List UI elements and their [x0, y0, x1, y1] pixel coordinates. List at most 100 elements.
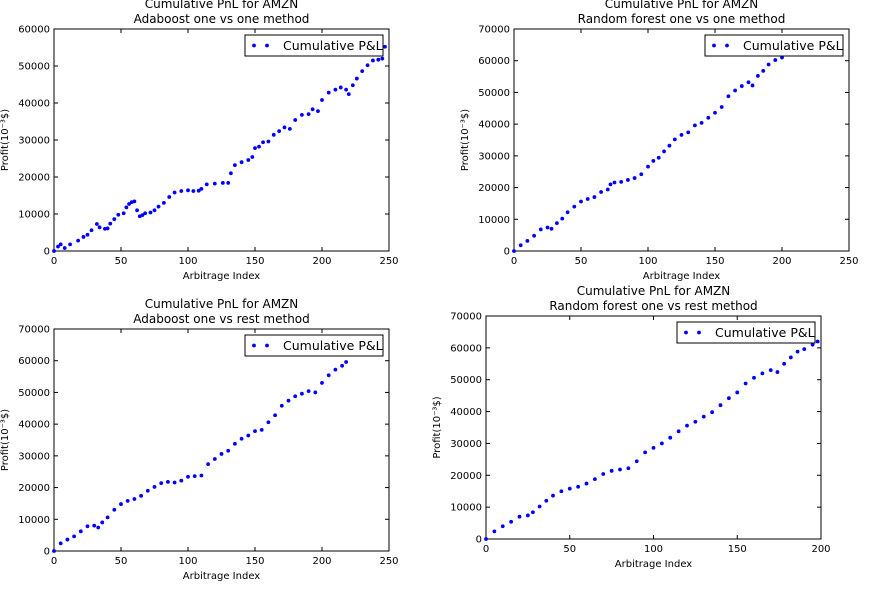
y-tick-label: 0: [476, 535, 482, 546]
chart-title: Cumulative PnL for AMZN: [145, 0, 299, 11]
data-point: [686, 130, 691, 135]
data-point: [537, 504, 542, 509]
data-point: [679, 133, 684, 137]
data-point: [286, 398, 291, 403]
data-point: [282, 125, 287, 130]
data-point: [599, 190, 603, 194]
data-point: [52, 549, 56, 553]
data-point: [58, 541, 63, 546]
data-point: [273, 413, 277, 418]
y-tick-label: 10000: [450, 503, 482, 514]
data-point: [246, 433, 251, 438]
data-point: [172, 190, 177, 195]
data-point: [768, 368, 773, 373]
data-point: [100, 520, 105, 525]
data-point: [143, 211, 148, 216]
chart-subtitle: Random forest one vs rest method: [549, 299, 757, 313]
data-point: [608, 182, 613, 187]
data-point: [693, 419, 698, 424]
data-point: [219, 452, 224, 456]
data-point: [167, 195, 172, 199]
data-point: [531, 510, 535, 515]
data-point: [350, 83, 355, 88]
data-point: [750, 83, 755, 88]
data-point: [517, 514, 522, 519]
data-point: [538, 227, 543, 232]
data-point: [65, 537, 70, 542]
data-point: [775, 370, 780, 374]
data-point: [646, 164, 650, 169]
data-point: [125, 498, 130, 503]
data-point: [726, 396, 731, 401]
data-point: [72, 534, 76, 539]
data-point: [659, 441, 664, 446]
data-point: [559, 489, 564, 494]
data-point: [310, 107, 315, 112]
legend-marker: [252, 343, 256, 348]
y-tick-label: 20000: [18, 173, 50, 184]
y-tick-label: 30000: [18, 136, 50, 147]
data-point: [810, 342, 815, 347]
y-tick-label: 60000: [478, 56, 510, 67]
data-point: [196, 188, 201, 193]
data-point: [124, 205, 129, 210]
data-point: [145, 488, 150, 493]
data-point: [279, 403, 284, 408]
data-point: [525, 238, 530, 243]
data-point: [693, 123, 697, 128]
data-point: [632, 176, 637, 180]
data-point: [605, 187, 610, 192]
data-point: [127, 202, 131, 206]
data-point: [761, 68, 766, 73]
data-point: [85, 232, 90, 237]
data-point: [782, 361, 787, 366]
x-tick-label: 0: [511, 256, 517, 267]
data-point: [199, 473, 204, 478]
data-point: [525, 513, 530, 518]
x-tick-label: 100: [178, 256, 197, 267]
data-point: [326, 90, 331, 95]
legend-box: [244, 34, 384, 57]
data-point: [132, 199, 137, 204]
data-point: [509, 519, 514, 524]
y-tick-label: 10000: [478, 215, 510, 226]
data-point: [52, 249, 56, 253]
data-point: [340, 363, 344, 368]
chart-title: Cumulative PnL for AMZN: [145, 297, 299, 311]
data-point: [567, 486, 572, 491]
data-point: [239, 436, 244, 441]
data-point: [360, 69, 365, 74]
data-point: [668, 435, 673, 440]
plot-frame: [53, 328, 390, 552]
series-points: [52, 360, 349, 553]
data-point: [612, 180, 617, 185]
plot-frame: [513, 28, 850, 252]
data-point: [780, 55, 784, 60]
y-tick-label: 60000: [18, 25, 50, 36]
x-tick-label: 0: [51, 256, 57, 267]
x-tick-label: 50: [575, 256, 588, 267]
y-tick-label: 50000: [450, 375, 482, 386]
data-point: [672, 137, 677, 142]
x-tick-label: 150: [728, 544, 747, 555]
y-tick-label: 40000: [18, 99, 50, 110]
data-point: [726, 94, 731, 99]
data-point: [300, 112, 304, 117]
data-point: [383, 44, 387, 49]
y-tick-label: 30000: [478, 151, 510, 162]
legend: Cumulative P&L: [704, 34, 844, 57]
x-tick-label: 0: [51, 556, 57, 567]
data-point: [76, 238, 81, 243]
data-point: [609, 468, 614, 473]
data-point: [788, 355, 793, 360]
y-tick-label: 10000: [18, 515, 50, 526]
data-point: [287, 126, 292, 131]
data-point: [56, 244, 60, 249]
data-point: [246, 158, 251, 162]
plot-frame: [53, 28, 390, 252]
data-point: [743, 381, 748, 386]
